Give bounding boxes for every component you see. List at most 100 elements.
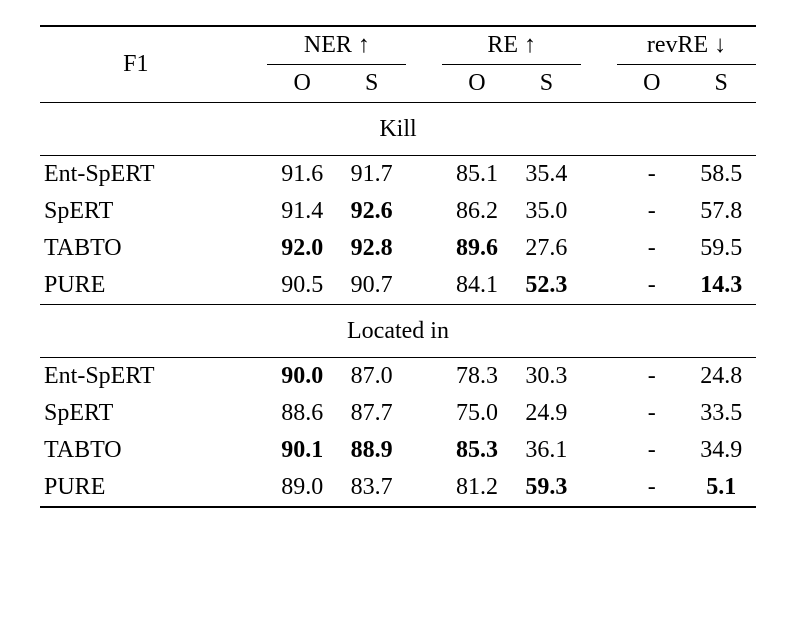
cell: - bbox=[617, 155, 686, 193]
cell: - bbox=[617, 469, 686, 506]
results-table-container: F1NER ↑RE ↑revRE ↓OSOSOSKillEnt-SpERT91.… bbox=[0, 0, 796, 533]
cell: 57.8 bbox=[686, 193, 756, 230]
gap bbox=[232, 469, 268, 506]
subcol-revRE-S: S bbox=[686, 65, 756, 103]
gap bbox=[232, 432, 268, 469]
cell: 90.5 bbox=[267, 267, 336, 305]
cell: - bbox=[617, 357, 686, 395]
gap bbox=[581, 357, 617, 395]
cell: 92.6 bbox=[337, 193, 406, 230]
cell: 91.4 bbox=[267, 193, 336, 230]
cell: 30.3 bbox=[512, 357, 581, 395]
corner-label: F1 bbox=[40, 26, 232, 103]
cell: 87.0 bbox=[337, 357, 406, 395]
cell: 58.5 bbox=[686, 155, 756, 193]
gap bbox=[406, 267, 442, 305]
table-row: Ent-SpERT91.691.785.135.4-58.5 bbox=[40, 155, 756, 193]
gap bbox=[581, 26, 617, 65]
gap bbox=[581, 65, 617, 103]
cell: 91.6 bbox=[267, 155, 336, 193]
cell: - bbox=[617, 395, 686, 432]
table-row: Ent-SpERT90.087.078.330.3-24.8 bbox=[40, 357, 756, 395]
gap bbox=[232, 395, 268, 432]
results-table: F1NER ↑RE ↑revRE ↓OSOSOSKillEnt-SpERT91.… bbox=[40, 25, 756, 508]
model-name: PURE bbox=[40, 267, 232, 305]
gap bbox=[581, 469, 617, 506]
cell: 89.6 bbox=[442, 230, 511, 267]
cell: 35.4 bbox=[512, 155, 581, 193]
cell: 24.9 bbox=[512, 395, 581, 432]
gap bbox=[232, 26, 268, 65]
cell: 34.9 bbox=[686, 432, 756, 469]
gap bbox=[581, 267, 617, 305]
subcol-RE-S: S bbox=[512, 65, 581, 103]
gap bbox=[406, 395, 442, 432]
gap bbox=[406, 65, 442, 103]
gap bbox=[406, 155, 442, 193]
gap bbox=[232, 267, 268, 305]
model-name: PURE bbox=[40, 469, 232, 506]
table-row: TABTO92.092.889.627.6-59.5 bbox=[40, 230, 756, 267]
gap bbox=[406, 230, 442, 267]
section-title-0: Kill bbox=[40, 103, 756, 155]
table-row: PURE90.590.784.152.3-14.3 bbox=[40, 267, 756, 305]
subcol-NER-S: S bbox=[337, 65, 406, 103]
cell: 75.0 bbox=[442, 395, 511, 432]
gap bbox=[232, 193, 268, 230]
gap bbox=[232, 155, 268, 193]
gap bbox=[581, 155, 617, 193]
cell: 33.5 bbox=[686, 395, 756, 432]
header-row-1: F1NER ↑RE ↑revRE ↓ bbox=[40, 26, 756, 65]
model-name: SpERT bbox=[40, 395, 232, 432]
cell: 92.8 bbox=[337, 230, 406, 267]
cell: 87.7 bbox=[337, 395, 406, 432]
gap bbox=[406, 193, 442, 230]
table-row: SpERT91.492.686.235.0-57.8 bbox=[40, 193, 756, 230]
cell: 83.7 bbox=[337, 469, 406, 506]
subcol-NER-O: O bbox=[267, 65, 336, 103]
gap bbox=[581, 230, 617, 267]
cell: 59.3 bbox=[512, 469, 581, 506]
table-row: PURE 89.083.7 81.259.3-5.1 bbox=[40, 469, 756, 506]
cell: 24.8 bbox=[686, 357, 756, 395]
gap bbox=[406, 26, 442, 65]
cell: 84.1 bbox=[442, 267, 511, 305]
section-title-1: Located in bbox=[40, 305, 756, 357]
cell: 36.1 bbox=[512, 432, 581, 469]
cell: 86.2 bbox=[442, 193, 511, 230]
gap bbox=[581, 432, 617, 469]
cell: 81.2 bbox=[442, 469, 511, 506]
cell: 5.1 bbox=[686, 469, 756, 506]
metric-group-RE: RE ↑ bbox=[442, 26, 581, 65]
cell: 14.3 bbox=[686, 267, 756, 305]
model-name: TABTO bbox=[40, 230, 232, 267]
section-title-row: Kill bbox=[40, 103, 756, 155]
cell: 89.0 bbox=[267, 469, 336, 506]
gap bbox=[581, 395, 617, 432]
cell: 88.9 bbox=[337, 432, 406, 469]
cell: - bbox=[617, 230, 686, 267]
bottom-rule-row bbox=[40, 506, 756, 507]
cell: 85.1 bbox=[442, 155, 511, 193]
section-title-row: Located in bbox=[40, 305, 756, 357]
gap bbox=[406, 469, 442, 506]
metric-group-NER: NER ↑ bbox=[267, 26, 406, 65]
cell: 59.5 bbox=[686, 230, 756, 267]
cell: 90.7 bbox=[337, 267, 406, 305]
subcol-RE-O: O bbox=[442, 65, 511, 103]
metric-group-revRE: revRE ↓ bbox=[617, 26, 756, 65]
cell: 88.6 bbox=[267, 395, 336, 432]
cell: 90.1 bbox=[267, 432, 336, 469]
cell: 27.6 bbox=[512, 230, 581, 267]
gap bbox=[581, 193, 617, 230]
model-name: Ent-SpERT bbox=[40, 357, 232, 395]
model-name: SpERT bbox=[40, 193, 232, 230]
gap bbox=[232, 230, 268, 267]
cell: 85.3 bbox=[442, 432, 511, 469]
cell: 35.0 bbox=[512, 193, 581, 230]
table-row: TABTO90.188.985.336.1-34.9 bbox=[40, 432, 756, 469]
cell: 78.3 bbox=[442, 357, 511, 395]
table-body: F1NER ↑RE ↑revRE ↓OSOSOSKillEnt-SpERT91.… bbox=[40, 26, 756, 507]
gap bbox=[406, 357, 442, 395]
gap bbox=[232, 357, 268, 395]
